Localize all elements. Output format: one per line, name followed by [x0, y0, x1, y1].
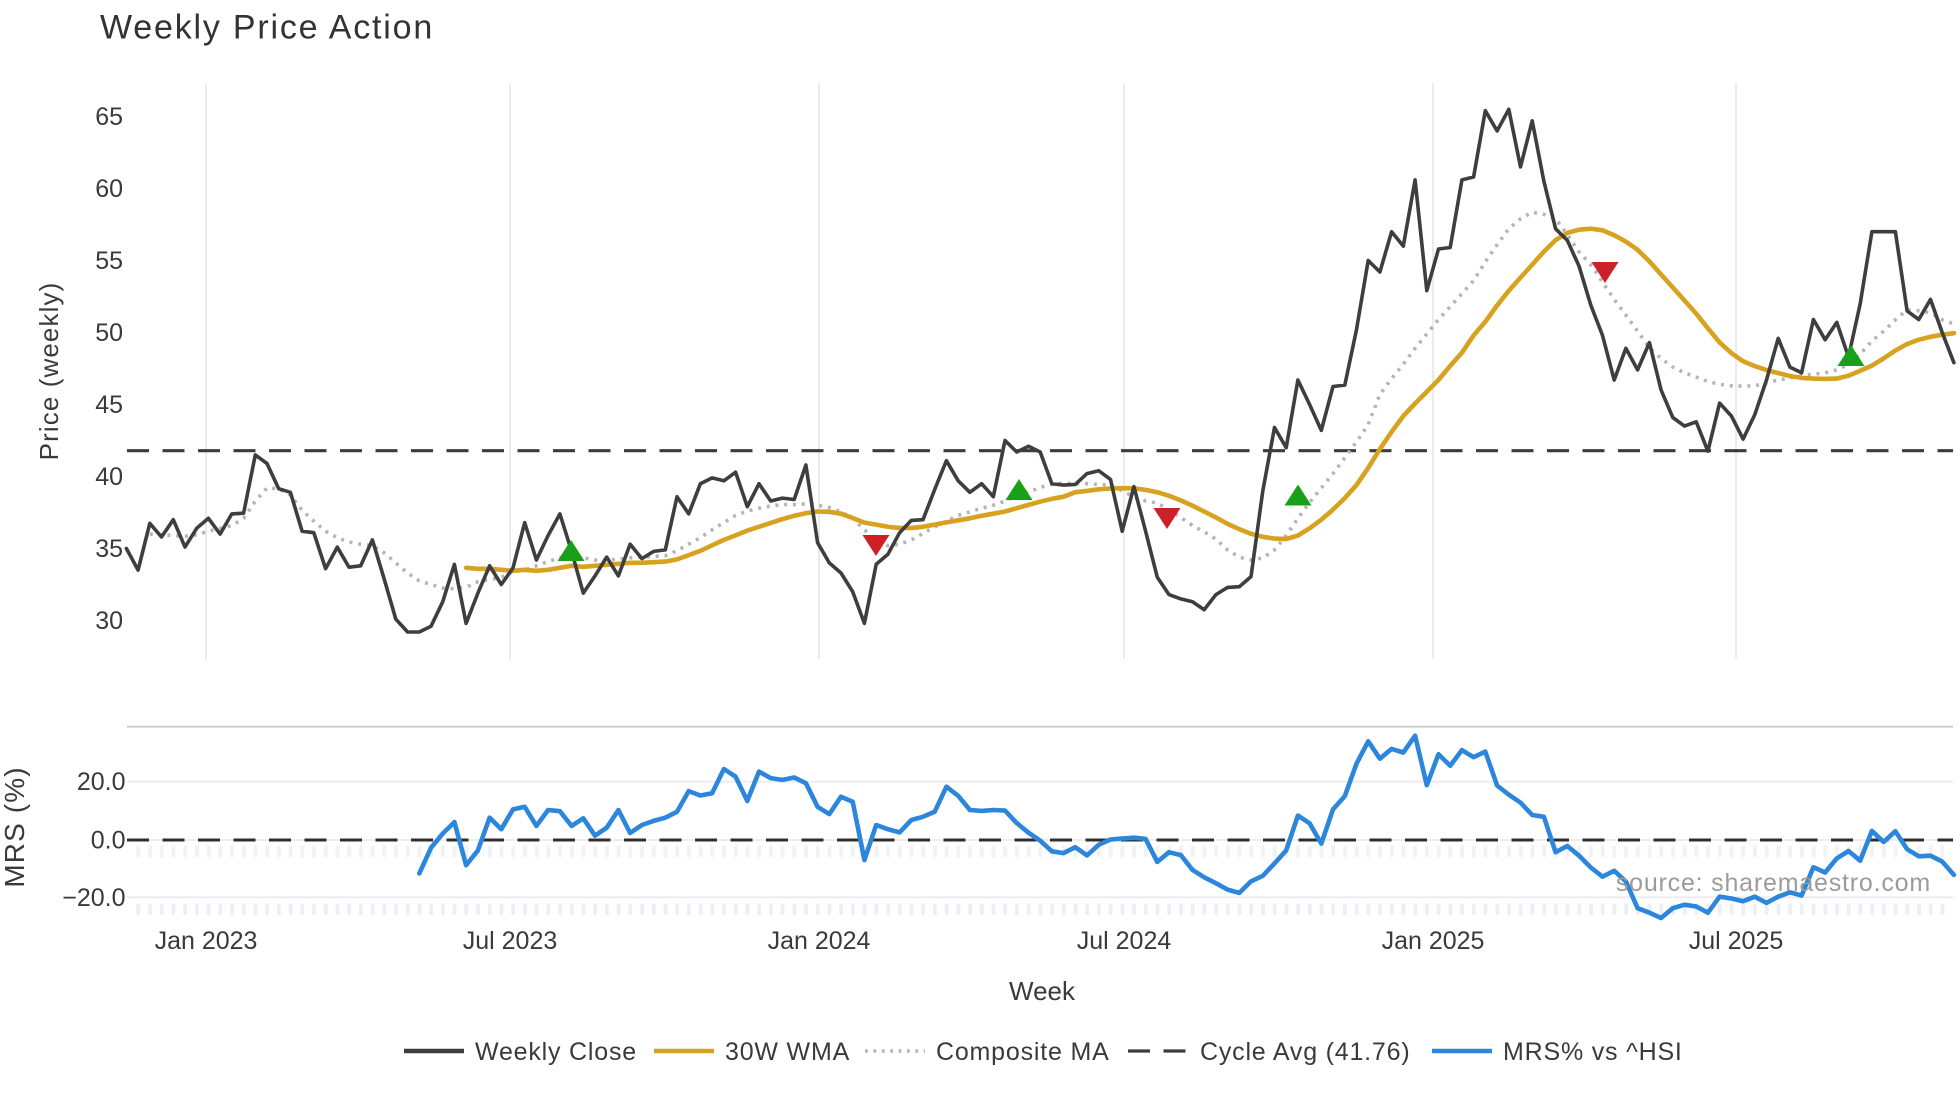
svg-text:−20.0: −20.0	[62, 884, 125, 912]
svg-text:Jan 2025: Jan 2025	[1382, 927, 1485, 955]
svg-text:45: 45	[95, 391, 123, 419]
svg-text:30: 30	[95, 607, 123, 635]
svg-text:30W WMA: 30W WMA	[725, 1038, 850, 1066]
svg-text:50: 50	[95, 319, 123, 347]
svg-text:40: 40	[95, 463, 123, 491]
svg-text:Jan 2024: Jan 2024	[768, 927, 871, 955]
svg-text:Weekly Price Action: Weekly Price Action	[100, 9, 434, 47]
svg-text:60: 60	[95, 175, 123, 203]
svg-text:MRS% vs ^HSI: MRS% vs ^HSI	[1503, 1038, 1683, 1066]
svg-text:Week: Week	[1009, 976, 1076, 1006]
svg-text:Cycle Avg (41.76): Cycle Avg (41.76)	[1200, 1038, 1410, 1066]
svg-text:20.0: 20.0	[77, 768, 126, 796]
svg-text:Jan 2023: Jan 2023	[155, 927, 258, 955]
svg-text:source: sharemaestro.com: source: sharemaestro.com	[1616, 869, 1931, 897]
svg-text:Composite MA: Composite MA	[936, 1038, 1110, 1066]
svg-text:Jul 2024: Jul 2024	[1077, 927, 1172, 955]
svg-text:0.0: 0.0	[91, 827, 126, 855]
svg-text:MRS (%): MRS (%)	[0, 766, 30, 887]
svg-text:55: 55	[95, 247, 123, 275]
svg-text:Price (weekly): Price (weekly)	[34, 282, 64, 461]
svg-text:35: 35	[95, 535, 123, 563]
svg-text:Jul 2023: Jul 2023	[463, 927, 558, 955]
svg-text:Jul 2025: Jul 2025	[1689, 927, 1784, 955]
svg-text:65: 65	[95, 103, 123, 131]
svg-text:Weekly Close: Weekly Close	[475, 1038, 637, 1066]
